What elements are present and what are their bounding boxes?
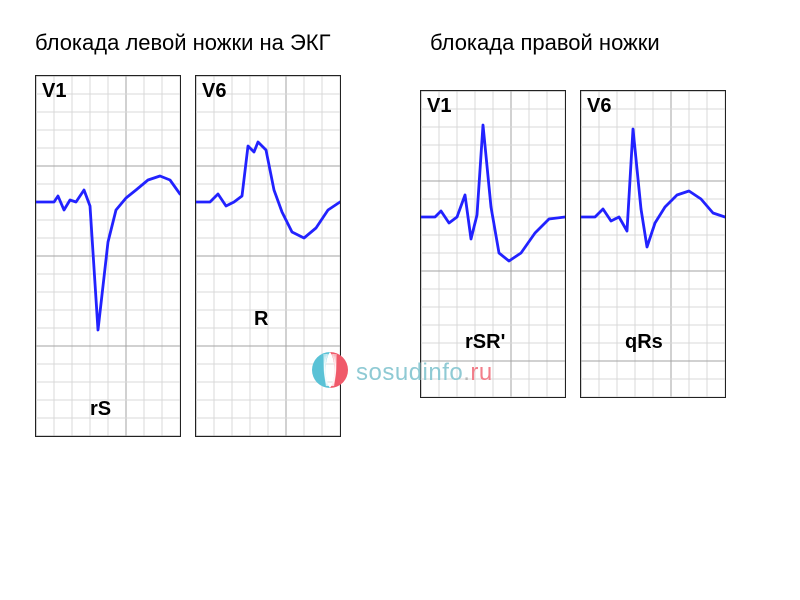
page: блокада левой ножки на ЭКГ блокада право…	[0, 0, 800, 600]
pattern-label-lbbb-v1: rS	[90, 398, 111, 421]
watermark-logo-icon	[310, 350, 350, 395]
title-left: блокада левой ножки на ЭКГ	[35, 30, 331, 56]
lead-label-rbbb-v1: V1	[427, 95, 451, 118]
ecg-panel-rbbb-v6: V6 qRs	[580, 90, 726, 398]
lead-label-lbbb-v1: V1	[42, 80, 66, 103]
lead-label-rbbb-v6: V6	[587, 95, 611, 118]
ecg-panel-lbbb-v1: V1 rS	[35, 75, 181, 437]
pattern-label-rbbb-v6: qRs	[625, 331, 663, 354]
ecg-grid-lbbb-v1	[36, 76, 180, 436]
title-right: блокада правой ножки	[430, 30, 660, 56]
watermark: sosudinfo.ru	[310, 350, 493, 395]
watermark-text: sosudinfo.ru	[356, 359, 493, 387]
pattern-label-lbbb-v6: R	[254, 308, 268, 331]
watermark-text-part: ru	[470, 359, 492, 386]
watermark-text-part: sosudinfo	[356, 359, 463, 386]
lead-label-lbbb-v6: V6	[202, 80, 226, 103]
